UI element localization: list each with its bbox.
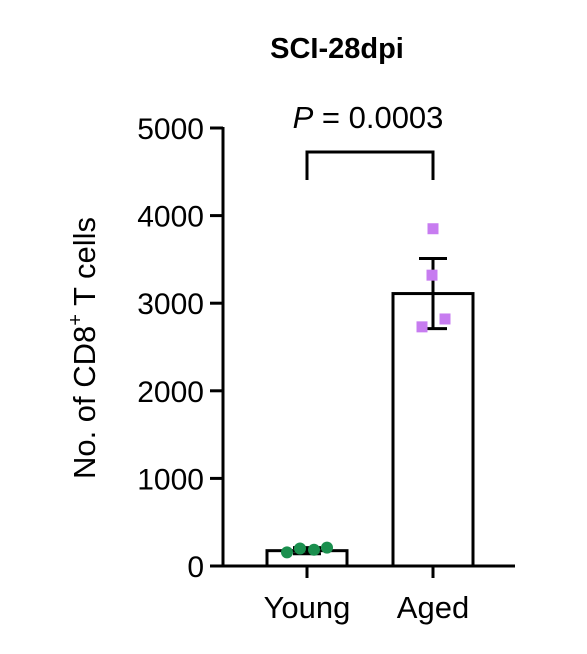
y-tick-label: 4000 [137,201,204,234]
data-point-aged [427,223,439,235]
p-value-annotation: P = 0.0003 [293,100,444,135]
p-value-rest: = 0.0003 [313,100,443,135]
data-point-young [308,543,320,556]
x-tick-label-aged: Aged [397,590,469,625]
y-tick-label: 1000 [137,463,204,496]
significance-bracket [305,150,435,180]
bar-aged [391,292,475,568]
data-point-young [321,541,333,554]
data-point-young [281,546,293,559]
bars-layer [265,292,475,568]
y-tick-label: 3000 [137,288,204,321]
chart-title: SCI-28dpi [270,33,404,65]
y-axis-label-main: No. of CD8 [67,326,102,479]
data-point-aged [426,269,438,281]
y-tick-label: 0 [187,551,204,584]
data-point-aged [416,321,428,333]
y-axis-label-superscript: + [65,314,87,326]
y-tick-label: 5000 [137,113,204,146]
y-axis: 0 1000 2000 3000 4000 5000 [137,113,225,584]
y-tick-label: 2000 [137,376,204,409]
x-tick-label-young: Young [264,590,351,625]
data-point-young [294,542,306,555]
data-points-layer [281,223,451,559]
y-axis-label: No. of CD8+ T cells [65,217,102,479]
data-point-aged [439,313,451,325]
y-axis-label-tail: T cells [67,217,102,314]
x-axis: Young Aged [221,564,515,625]
p-value-italic: P [293,100,314,135]
